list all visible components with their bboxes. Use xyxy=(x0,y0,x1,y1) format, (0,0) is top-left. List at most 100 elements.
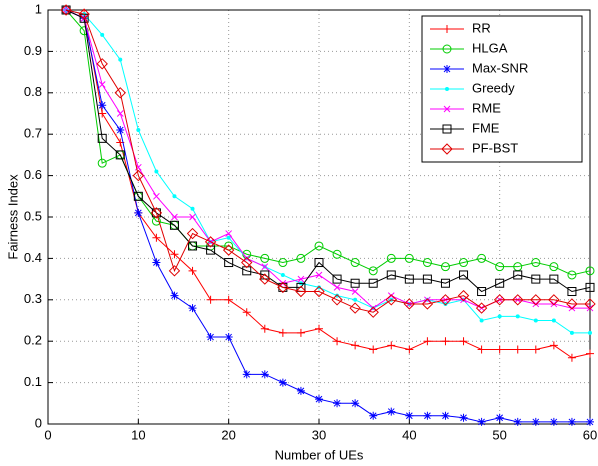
marker xyxy=(260,324,269,333)
marker xyxy=(513,270,523,280)
marker xyxy=(404,253,414,263)
marker xyxy=(169,220,179,230)
legend-label: RME xyxy=(472,100,501,115)
plot-frame xyxy=(47,9,591,425)
marker xyxy=(350,278,360,288)
marker xyxy=(98,101,107,110)
marker xyxy=(440,278,450,288)
legend-label: Greedy xyxy=(472,80,515,95)
marker xyxy=(459,270,469,280)
marker xyxy=(153,192,160,200)
legend-marker xyxy=(443,105,451,113)
marker xyxy=(367,306,379,318)
marker xyxy=(513,417,522,426)
marker xyxy=(224,333,233,342)
marker xyxy=(493,294,506,306)
y-tick-label: 0.3 xyxy=(24,291,42,306)
marker xyxy=(115,150,125,160)
marker xyxy=(116,110,124,117)
x-tick-label: 20 xyxy=(221,427,235,442)
marker xyxy=(226,235,231,240)
marker xyxy=(188,241,198,251)
x-tick-label: 30 xyxy=(312,427,326,442)
marker xyxy=(369,304,377,312)
marker xyxy=(405,411,414,420)
legend-marker xyxy=(445,87,449,91)
y-tick-label: 0.7 xyxy=(24,126,42,141)
marker xyxy=(531,274,541,284)
legend-label: HLGA xyxy=(472,40,508,55)
marker xyxy=(439,294,452,306)
marker xyxy=(315,395,323,404)
marker xyxy=(551,318,556,323)
marker xyxy=(170,291,179,300)
marker xyxy=(206,333,215,342)
legend-label: PF-BST xyxy=(472,140,518,155)
marker xyxy=(118,57,123,62)
marker xyxy=(369,345,378,354)
marker xyxy=(242,266,252,276)
series-line xyxy=(65,9,590,423)
marker xyxy=(460,296,467,304)
marker xyxy=(386,253,396,263)
marker xyxy=(567,270,577,280)
marker xyxy=(497,314,502,319)
marker xyxy=(151,208,161,218)
marker xyxy=(585,266,595,276)
marker xyxy=(385,294,397,306)
marker xyxy=(569,330,574,335)
marker xyxy=(136,128,141,133)
marker xyxy=(350,258,360,268)
marker xyxy=(423,411,432,420)
marker xyxy=(457,289,470,302)
marker xyxy=(512,294,524,306)
marker xyxy=(277,281,289,294)
marker xyxy=(459,258,469,268)
marker xyxy=(170,250,179,259)
marker xyxy=(531,417,540,426)
marker xyxy=(98,109,107,118)
marker xyxy=(97,158,107,168)
marker xyxy=(152,258,161,267)
legend-label: FME xyxy=(472,120,500,135)
marker xyxy=(168,265,181,277)
marker xyxy=(331,294,343,306)
marker xyxy=(459,337,468,346)
series-line xyxy=(65,9,591,293)
marker xyxy=(351,399,360,408)
marker xyxy=(351,288,359,295)
marker xyxy=(495,345,504,354)
legend-marker xyxy=(442,124,452,134)
marker xyxy=(114,87,126,99)
marker xyxy=(549,417,558,426)
marker xyxy=(568,304,576,312)
marker xyxy=(134,208,143,217)
legend-marker xyxy=(443,65,451,73)
marker xyxy=(387,292,395,300)
marker xyxy=(353,297,358,302)
marker xyxy=(333,337,342,346)
y-axis-label: Fairness Index xyxy=(5,174,20,260)
marker xyxy=(368,266,378,276)
marker xyxy=(98,81,106,88)
marker xyxy=(278,378,287,387)
marker xyxy=(586,349,594,358)
marker xyxy=(351,341,360,350)
marker xyxy=(459,413,468,422)
marker xyxy=(495,278,505,288)
marker xyxy=(333,399,342,408)
marker xyxy=(495,413,504,422)
marker xyxy=(132,169,145,182)
marker xyxy=(278,282,288,292)
marker xyxy=(513,345,522,354)
x-axis-label: Number of UEs xyxy=(275,447,364,462)
marker xyxy=(533,318,538,323)
marker xyxy=(224,258,234,268)
marker xyxy=(368,278,378,288)
marker xyxy=(242,370,251,379)
marker xyxy=(314,258,324,268)
marker xyxy=(386,270,396,280)
legend-marker xyxy=(442,44,452,54)
marker xyxy=(495,262,505,272)
marker xyxy=(313,285,325,298)
